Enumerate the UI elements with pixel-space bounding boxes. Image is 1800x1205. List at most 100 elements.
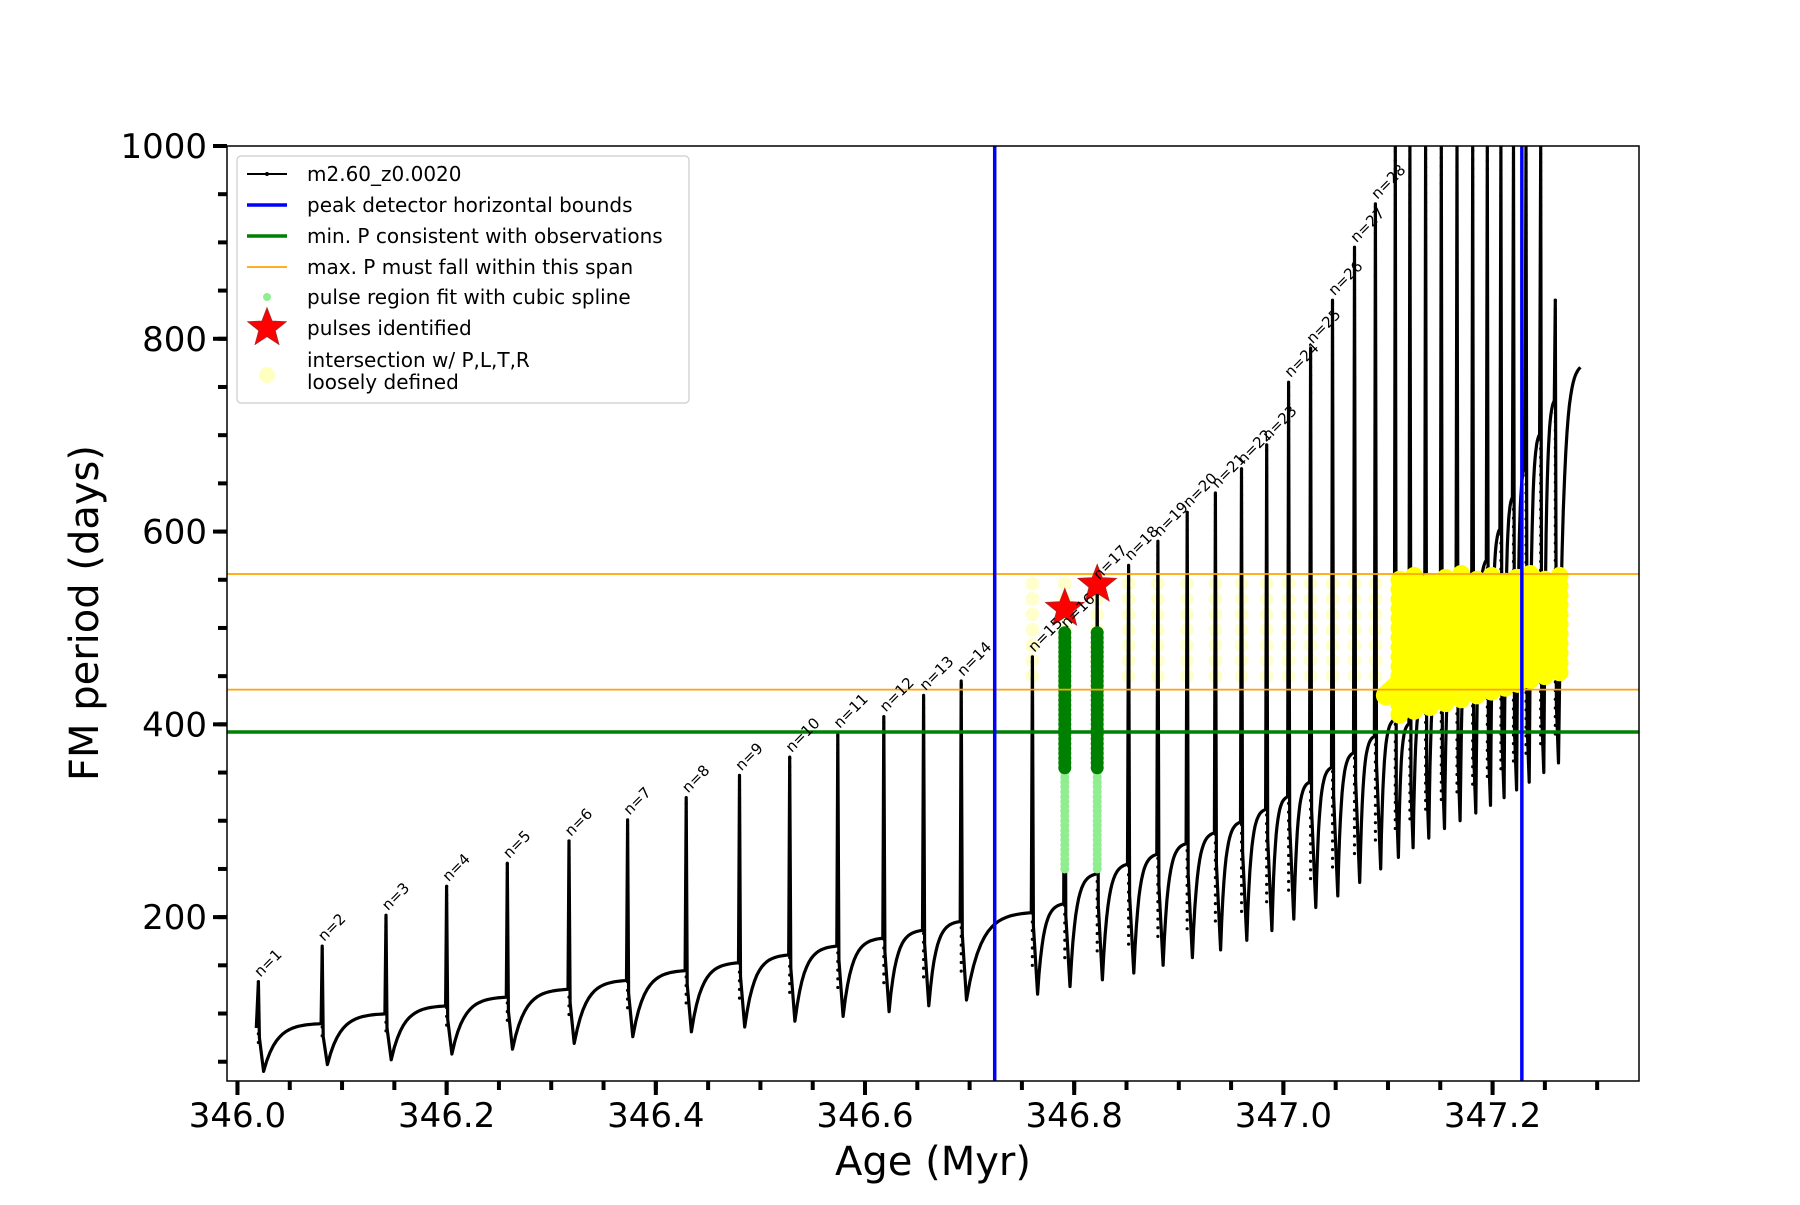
track-point [882,816,886,820]
track-point [1485,766,1489,770]
track-point [1511,421,1516,425]
track-point [1439,173,1443,177]
track-point [1373,274,1378,278]
track-point [1424,330,1428,334]
track-point [959,700,963,704]
track-point [1330,483,1335,487]
track-point [1330,336,1335,340]
track-point [1539,238,1543,243]
track-point [1408,739,1412,743]
track-point [1539,421,1543,425]
track-point [1553,706,1557,710]
track-point [1553,541,1557,545]
track-point [1439,407,1443,411]
track-point [1539,299,1543,303]
track-point [1185,822,1189,827]
track-point [1373,387,1378,391]
track-point [1485,748,1489,752]
track-point [1408,366,1412,370]
track-point [625,876,630,880]
track-point [1265,752,1269,756]
track-point [1265,518,1269,522]
track-point [921,836,926,840]
track-point [1539,455,1543,459]
track-point [1511,759,1516,763]
track-point [1455,165,1459,169]
track-point [1308,816,1313,820]
intersection-marker [1436,568,1455,587]
track-point [1373,586,1378,591]
track-point [1156,717,1160,722]
track-point [1499,749,1503,753]
track-point [1185,614,1189,618]
track-point [505,862,509,866]
track-point [1408,305,1412,309]
track-point [567,917,571,921]
track-point [1471,530,1475,535]
track-point [1455,217,1459,221]
track-point [1408,201,1412,205]
track-point [1126,864,1131,868]
track-point [836,812,840,816]
track-point [1499,263,1503,268]
track-point [959,761,963,765]
track-point [1030,842,1034,846]
track-point [1373,291,1378,296]
track-point [1499,758,1503,762]
track-point [836,864,840,868]
track-point [1185,649,1189,653]
track-point [1373,508,1378,512]
track-point [1030,920,1034,924]
track-point [1126,855,1131,859]
track-point [1126,751,1131,755]
track-point [1499,472,1503,476]
track-point [1330,648,1335,652]
track-point [1265,796,1269,800]
track-point [1424,156,1428,161]
track-point [1373,456,1378,460]
track-point [788,782,792,786]
track-point [1424,807,1428,811]
track-point [1287,394,1291,398]
track-point [1213,633,1217,637]
track-point [505,1018,509,1022]
track-point [882,720,886,725]
track-point [320,973,324,977]
track-point [1330,657,1335,661]
track-point [1126,777,1131,781]
track-point [1287,819,1291,823]
track-point [836,838,840,842]
track-point [1330,856,1335,860]
track-point [1330,787,1335,791]
track-point [1499,281,1503,285]
track-point [1439,225,1443,229]
track-point [1455,235,1459,239]
track-point [1265,475,1269,479]
track-point [1511,403,1516,407]
track-point [1308,347,1313,351]
track-point [1352,817,1357,821]
track-point [1213,858,1217,862]
track-point [1308,399,1313,404]
track-point [1330,518,1335,522]
track-point [1239,640,1244,645]
track-point [1373,395,1378,400]
track-point [1539,412,1543,416]
intersection-marker-loose [1025,622,1040,637]
track-point [1265,492,1269,496]
track-point [788,773,792,778]
track-point [1265,683,1269,687]
track-point [959,960,963,965]
track-point [1471,522,1475,526]
track-point [1126,795,1131,799]
track-point [1352,288,1357,292]
track-point [1499,342,1503,346]
track-point [1265,501,1269,505]
track-point [1485,358,1489,362]
track-point [625,980,630,984]
track-point [684,1001,688,1005]
track-point [1393,358,1397,362]
track-point [1455,486,1459,490]
track-point [882,911,886,915]
